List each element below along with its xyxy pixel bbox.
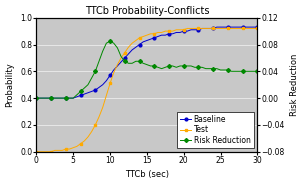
Test xyxy=(185,27,189,30)
Title: TTCb Probability-Conflicts: TTCb Probability-Conflicts xyxy=(84,6,209,16)
Risk Reduction xyxy=(230,70,233,73)
Risk Reduction xyxy=(256,70,259,73)
Baseline xyxy=(34,97,38,99)
Line: Baseline: Baseline xyxy=(35,26,259,100)
Baseline xyxy=(152,37,156,39)
Risk Reduction xyxy=(156,66,160,68)
Test xyxy=(256,27,259,30)
X-axis label: TTCb (sec): TTCb (sec) xyxy=(125,170,169,179)
Y-axis label: Risk Reduction: Risk Reduction xyxy=(290,53,300,116)
Legend: Baseline, Test, Risk Reduction: Baseline, Test, Risk Reduction xyxy=(177,112,253,148)
Test xyxy=(152,33,156,35)
Baseline xyxy=(86,92,90,94)
Test xyxy=(112,72,116,74)
Baseline xyxy=(215,26,219,28)
Test xyxy=(230,27,233,30)
Y-axis label: Probability: Probability xyxy=(5,62,15,107)
Risk Reduction xyxy=(86,84,90,86)
Baseline xyxy=(79,94,82,97)
Test xyxy=(167,30,171,32)
Risk Reduction xyxy=(116,47,119,49)
Baseline xyxy=(256,26,259,28)
Risk Reduction xyxy=(34,97,38,99)
Risk Reduction xyxy=(79,90,82,92)
Baseline xyxy=(167,33,171,35)
Test xyxy=(79,143,82,145)
Baseline xyxy=(230,26,233,28)
Line: Test: Test xyxy=(35,27,259,153)
Risk Reduction xyxy=(171,65,174,67)
Risk Reduction xyxy=(108,40,112,42)
Line: Risk Reduction: Risk Reduction xyxy=(35,40,259,100)
Test xyxy=(86,136,90,138)
Baseline xyxy=(112,69,116,71)
Test xyxy=(34,151,38,153)
